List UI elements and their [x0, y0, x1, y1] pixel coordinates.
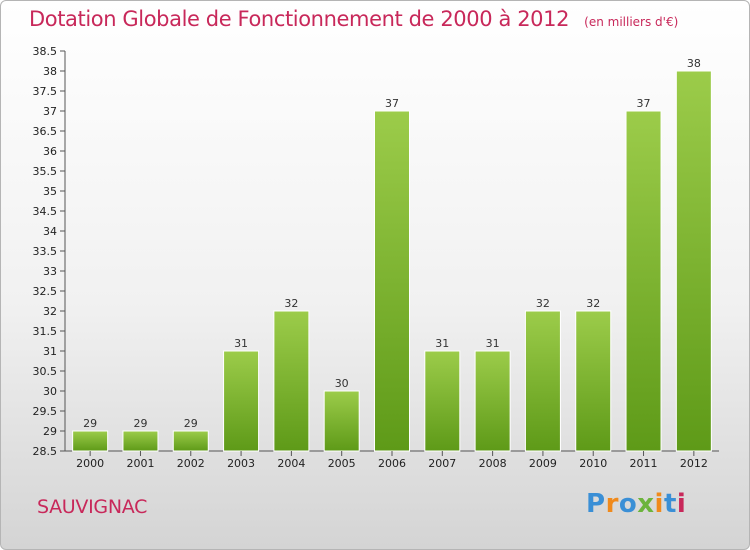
- data-label-2009: 32: [536, 297, 550, 310]
- bar-2010: [575, 310, 612, 452]
- bars-group: 29 29 29 31 32 30 37 31 31 32 32 37 38: [72, 57, 712, 452]
- data-label-2002: 29: [184, 417, 198, 430]
- x-tick-label-2000: 2000: [76, 457, 104, 470]
- logo-letter: t: [663, 489, 677, 519]
- chart-title: Dotation Globale de Fonctionnement de 20…: [29, 7, 570, 31]
- bar-2006: [374, 110, 410, 452]
- data-label-2007: 31: [435, 337, 449, 350]
- x-tick-label-2010: 2010: [579, 457, 607, 470]
- x-tick-label-2005: 2005: [328, 457, 356, 470]
- y-tick-label: 29.5: [33, 405, 58, 418]
- logo-letter: P: [586, 489, 606, 519]
- x-tick-label-2002: 2002: [177, 457, 205, 470]
- x-tick-label-2012: 2012: [680, 457, 708, 470]
- y-tick-label: 35: [43, 185, 57, 198]
- data-label-2005: 30: [335, 377, 349, 390]
- logo-letter: r: [605, 489, 619, 519]
- x-tick-label-2006: 2006: [378, 457, 406, 470]
- y-tick-label: 34: [43, 225, 57, 238]
- y-tick-label: 32.5: [33, 285, 58, 298]
- y-tick-label: 35.5: [33, 165, 58, 178]
- bar-2011: [625, 110, 662, 452]
- logo-letter: o: [618, 489, 638, 519]
- y-tick-label: 36: [43, 145, 57, 158]
- data-label-2010: 32: [586, 297, 600, 310]
- bar-2002: [172, 430, 209, 452]
- y-tick-label: 36.5: [33, 125, 58, 138]
- data-label-2012: 38: [687, 57, 701, 70]
- data-label-2000: 29: [83, 417, 97, 430]
- proxiti-logo: Proxiti: [586, 489, 686, 519]
- y-tick-label: 38: [43, 65, 57, 78]
- y-tick-label: 31: [43, 345, 57, 358]
- logo-letter: i: [676, 489, 687, 519]
- y-tick-label: 32: [43, 305, 57, 318]
- x-tick-label-2011: 2011: [630, 457, 658, 470]
- data-label-2011: 37: [637, 97, 651, 110]
- data-label-2006: 37: [385, 97, 399, 110]
- bar-2012: [675, 70, 712, 452]
- bar-2001: [122, 430, 159, 452]
- y-tick-label: 30: [43, 385, 57, 398]
- bar-2009: [524, 310, 561, 452]
- bar-2008: [474, 350, 511, 452]
- y-tick-label: 33: [43, 265, 57, 278]
- x-tick-label-2003: 2003: [227, 457, 255, 470]
- title-row: Dotation Globale de Fonctionnement de 20…: [29, 7, 678, 31]
- logo-letter: i: [654, 489, 664, 519]
- x-tick-label-2004: 2004: [277, 457, 305, 470]
- bar-2004: [273, 310, 310, 452]
- bar-2005: [323, 390, 360, 452]
- chart-unit-note: (en milliers d'€): [584, 15, 679, 29]
- y-tick-label: 30.5: [33, 365, 58, 378]
- bar-2000: [72, 430, 109, 452]
- data-label-2003: 31: [234, 337, 248, 350]
- y-tick-label: 34.5: [33, 205, 58, 218]
- data-label-2001: 29: [133, 417, 147, 430]
- commune-name: SAUVIGNAC: [37, 496, 148, 518]
- y-tick-label: 38.5: [33, 45, 58, 58]
- y-tick-label: 31.5: [33, 325, 58, 338]
- y-tick-label: 33.5: [33, 245, 58, 258]
- y-tick-label: 29: [43, 425, 57, 438]
- bar-2007: [424, 350, 461, 452]
- y-axis-ticks: 28.5 29 29.5 30 30.5 31 31.5 32 32.5 33 33.5 34 34.5…: [33, 45, 65, 458]
- x-tick-label-2008: 2008: [479, 457, 507, 470]
- y-tick-label: 28.5: [33, 445, 58, 458]
- logo-letter: x: [637, 489, 655, 519]
- x-tick-label-2007: 2007: [428, 457, 456, 470]
- y-tick-label: 37: [43, 105, 57, 118]
- data-label-2008: 31: [486, 337, 500, 350]
- x-tick-label-2009: 2009: [529, 457, 557, 470]
- x-axis-ticks: 2000 2001 2002 2003 2004 2005 2006 2007 2008 2009…: [76, 451, 708, 470]
- bar-2003: [223, 350, 260, 452]
- x-tick-label-2001: 2001: [126, 457, 154, 470]
- y-tick-label: 37.5: [33, 85, 58, 98]
- data-label-2004: 32: [284, 297, 298, 310]
